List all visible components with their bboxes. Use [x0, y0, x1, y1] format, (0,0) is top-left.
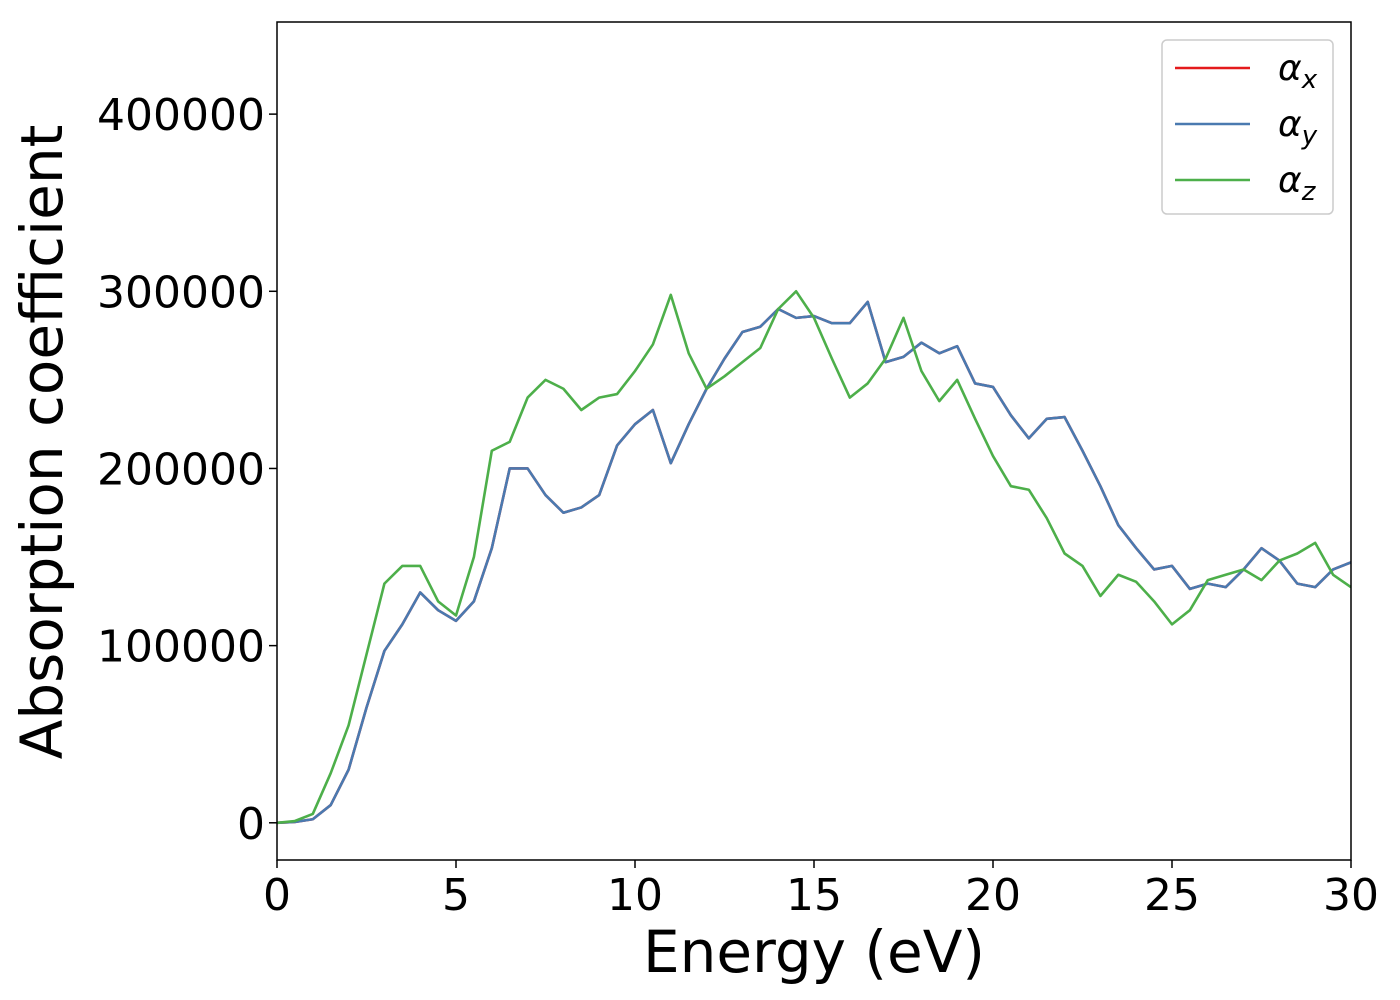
plot-frame: [276, 21, 1352, 861]
line-series: [277, 289, 1351, 825]
y-tick-label: 100000: [97, 622, 265, 673]
x-tick-label: 0: [263, 870, 291, 921]
x-tick-label: 15: [786, 870, 842, 921]
line-series: [277, 300, 1351, 825]
y-tick-label: 0: [237, 799, 265, 850]
legend-label: αy: [1278, 104, 1318, 151]
y-tick-label: 300000: [97, 267, 265, 318]
y-axis-label: Absorption coefficient: [8, 125, 76, 760]
legend-box: [1161, 39, 1334, 215]
x-tick-label: 30: [1323, 870, 1379, 921]
x-axis-label: Energy (eV): [643, 918, 985, 986]
legend-label: αz: [1278, 160, 1317, 207]
y-tick-label: 200000: [97, 444, 265, 495]
line-series: [277, 300, 1351, 825]
x-tick-label: 25: [1144, 870, 1200, 921]
y-tick-label: 400000: [97, 90, 265, 141]
x-tick-label: 5: [442, 870, 470, 921]
x-tick-label: 10: [607, 870, 663, 921]
x-tick-label: 20: [965, 870, 1021, 921]
legend-label: αx: [1278, 48, 1318, 95]
